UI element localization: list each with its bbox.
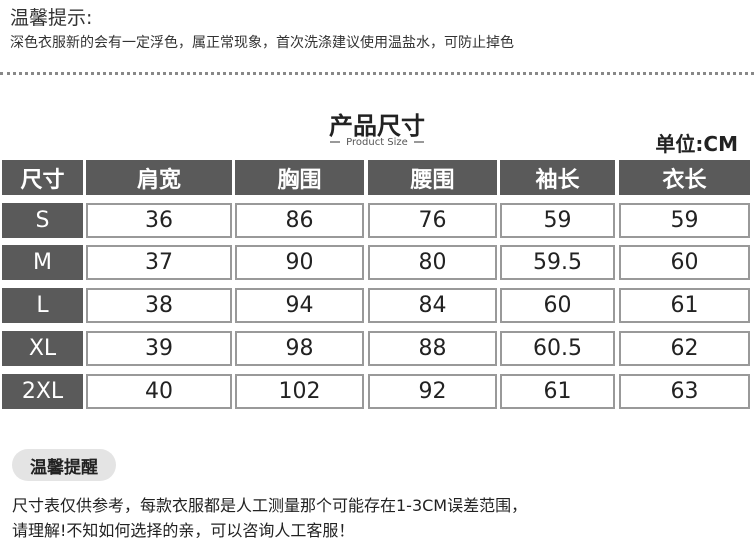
subtitle-text: Product Size <box>346 137 408 148</box>
table-header-cell: 肩宽 <box>86 160 232 195</box>
chart-subtitle: Product Size <box>0 137 754 148</box>
size-label-cell: 2XL <box>2 374 83 409</box>
table-header-cell: 衣长 <box>619 160 750 195</box>
table-header-cell: 袖长 <box>500 160 615 195</box>
table-cell: 59.5 <box>500 245 615 280</box>
table-cell: 60 <box>500 288 615 323</box>
table-cell: 94 <box>235 288 364 323</box>
table-cell: 62 <box>619 331 750 366</box>
table-cell: 80 <box>368 245 497 280</box>
chart-title: 产品尺寸 <box>329 112 425 140</box>
table-cell: 36 <box>86 203 232 238</box>
table-cell: 98 <box>235 331 364 366</box>
unit-label: 单位:CM <box>655 132 738 156</box>
size-label-cell: M <box>2 245 83 280</box>
table-cell: 39 <box>86 331 232 366</box>
tip-text: 深色衣服新的会有一定浮色，属正常现象，首次洗涤建议使用温盐水，可防止掉色 <box>10 35 514 51</box>
size-label-cell: S <box>2 203 83 238</box>
table-cell: 102 <box>235 374 364 409</box>
table-cell: 60.5 <box>500 331 615 366</box>
table-cell: 37 <box>86 245 232 280</box>
table-cell: 61 <box>619 288 750 323</box>
table-cell: 59 <box>619 203 750 238</box>
table-cell: 84 <box>368 288 497 323</box>
size-label-cell: XL <box>2 331 83 366</box>
table-header-cell: 胸围 <box>235 160 364 195</box>
table-cell: 60 <box>619 245 750 280</box>
table-cell: 38 <box>86 288 232 323</box>
table-cell: 88 <box>368 331 497 366</box>
table-cell: 61 <box>500 374 615 409</box>
reminder-badge: 温馨提醒 <box>12 449 116 481</box>
table-cell: 90 <box>235 245 364 280</box>
table-cell: 86 <box>235 203 364 238</box>
table-cell: 92 <box>368 374 497 409</box>
table-cell: 40 <box>86 374 232 409</box>
dotted-divider <box>0 72 754 75</box>
table-cell: 76 <box>368 203 497 238</box>
table-cell: 63 <box>619 374 750 409</box>
reminder-line-2: 请理解!不知如何选择的亲，可以咨询人工客服！ <box>12 521 355 540</box>
table-cell: 59 <box>500 203 615 238</box>
table-header-cell: 腰围 <box>368 160 497 195</box>
table-header-cell: 尺寸 <box>2 160 83 195</box>
tip-title: 温馨提示: <box>10 7 93 29</box>
reminder-line-1: 尺寸表仅供参考，每款衣服都是人工测量那个可能存在1-3CM误差范围， <box>12 496 528 515</box>
size-label-cell: L <box>2 288 83 323</box>
